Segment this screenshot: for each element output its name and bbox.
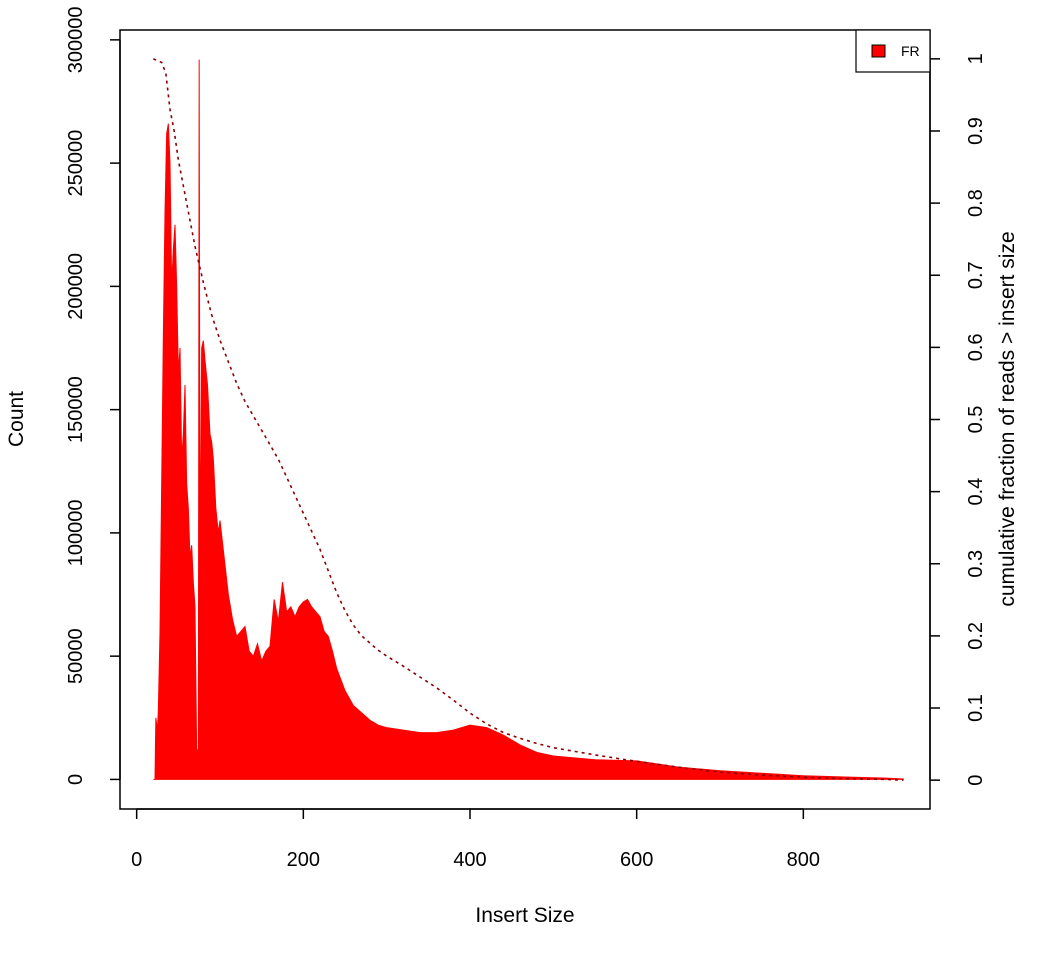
y2-tick-label: 0: [965, 775, 987, 786]
x-tick-label: 200: [287, 849, 320, 871]
y-tick-label: 0: [65, 774, 87, 785]
y2-tick-label: 1: [965, 53, 987, 64]
legend-swatch: [871, 44, 886, 58]
y2-tick-label: 0.5: [965, 406, 987, 434]
legend-label-fr: FR: [901, 43, 920, 59]
cumulative-line: [153, 58, 904, 781]
y-tick-label: 100000: [65, 500, 87, 567]
y-tick-label: 150000: [65, 376, 87, 443]
y2-tick-label: 0.9: [965, 117, 987, 145]
x-tick-label: 600: [620, 849, 653, 871]
y2-tick-label: 0.2: [965, 622, 987, 650]
y2-tick-label: 0.3: [965, 550, 987, 578]
x-tick-label: 0: [131, 849, 142, 871]
legend: FR: [855, 29, 931, 73]
y2-tick-label: 0.4: [965, 478, 987, 506]
y2-axis-title: cumulative fraction of reads > insert si…: [996, 231, 1019, 606]
histogram-area: [153, 59, 904, 780]
legend-box: [855, 29, 931, 73]
x-tick-label: 400: [453, 849, 486, 871]
y-axis: 0 50000 100000 150000 200000 250000 300000: [65, 6, 121, 785]
x-tick-label: 800: [787, 849, 820, 871]
x-axis: 0 200 400 600 800: [131, 808, 820, 871]
cumulative-layer: [153, 58, 904, 781]
y2-tick-label: 0.1: [965, 694, 987, 722]
y-tick-label: 250000: [65, 130, 87, 197]
y-tick-label: 300000: [65, 6, 87, 73]
y2-axis: 0 0.1 0.2 0.3 0.4 0.5 0.6 0.7 0.8 0.9 1: [929, 53, 987, 786]
y-tick-label: 50000: [65, 628, 87, 684]
y-tick-label: 200000: [65, 253, 87, 320]
y2-tick-label: 0.8: [965, 189, 987, 217]
x-axis-title: Insert Size: [475, 904, 574, 927]
y2-tick-label: 0.7: [965, 261, 987, 289]
y2-tick-label: 0.6: [965, 333, 987, 361]
histogram-layer: [153, 59, 904, 780]
y-axis-title: Count: [5, 391, 28, 447]
